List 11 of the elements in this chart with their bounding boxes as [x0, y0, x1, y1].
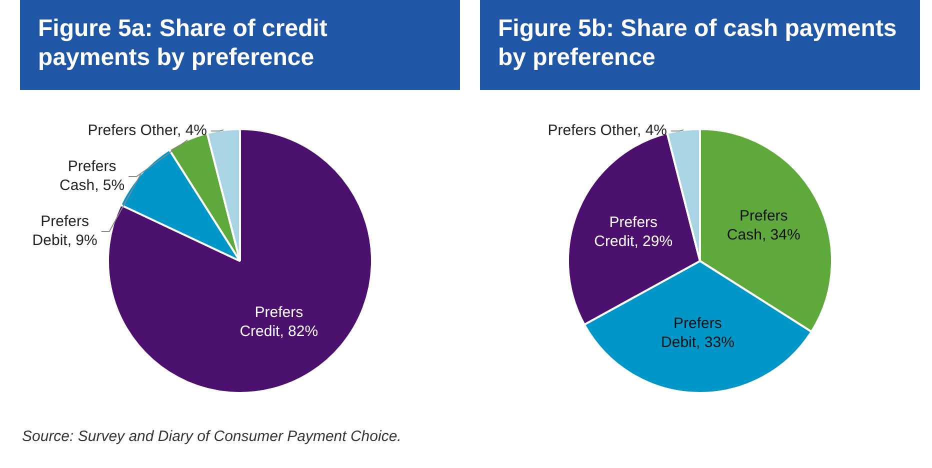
source-note: Source: Survey and Diary of Consumer Payment Choice. — [22, 428, 402, 445]
slice-label: Prefers Credit, 82% — [240, 304, 318, 340]
slice-label: Prefers Other, 4% — [88, 122, 207, 140]
chart-title: Figure 5a: Share of credit payments by preference — [20, 0, 460, 90]
slice-label: Prefers Debit, 9% — [32, 213, 98, 250]
slice-label: Prefers Debit, 33% — [661, 315, 734, 352]
chart-title: Figure 5b: Share of cash payments by preference — [480, 0, 920, 90]
slice-label: Prefers Other, 4% — [548, 122, 667, 140]
slice-label: Prefers Cash, 34% — [726, 208, 800, 244]
slice-label: Prefers Credit, 29% — [594, 214, 673, 250]
slice-label: Prefers Cash, 5% — [60, 158, 125, 194]
